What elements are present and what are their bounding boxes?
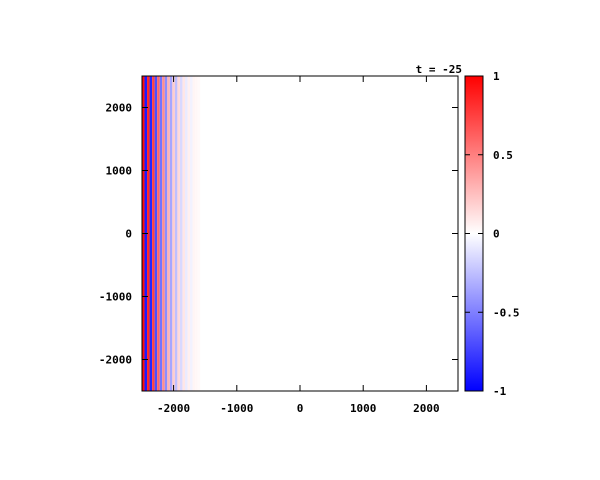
- axis-ticks: -2000 -1000 0 1000 2000 -2000 -1000 0 1000 2000: [99, 76, 458, 415]
- colorbar-tick-label: 1: [493, 70, 500, 83]
- x-tick-label: 1000: [350, 402, 377, 415]
- heatmap-stripe: [152, 76, 155, 391]
- heatmap-stripe: [192, 76, 196, 391]
- heatmap-stripe: [184, 76, 188, 391]
- heatmap-stripe: [172, 76, 175, 391]
- colorbar-tick-label: 0: [493, 228, 500, 241]
- colorbar-ticks: -1 -0.5 0 0.5 1: [465, 70, 520, 398]
- heatmap-stripe: [147, 76, 150, 391]
- x-tick-label: -1000: [220, 402, 253, 415]
- heatmap-stripe: [157, 76, 160, 391]
- heatmap-stripe: [174, 76, 178, 391]
- y-tick-label: 1000: [106, 165, 133, 178]
- heatmap-stripe: [164, 76, 168, 391]
- heatmap-stripes: [142, 76, 201, 391]
- chart-title: t = -25: [416, 63, 462, 76]
- heatmap-stripe: [187, 76, 191, 391]
- y-tick-label: -2000: [99, 354, 132, 367]
- heatmap-stripe: [197, 76, 201, 391]
- x-tick-label: 0: [297, 402, 304, 415]
- x-tick-label: -2000: [157, 402, 190, 415]
- y-tick-label: 2000: [106, 102, 133, 115]
- heatmap-stripe: [182, 76, 185, 391]
- heatmap-stripe: [162, 76, 165, 391]
- heatmap-stripe: [190, 76, 193, 391]
- x-tick-label: 2000: [413, 402, 440, 415]
- heatmap-stripe: [167, 76, 170, 391]
- heatmap-stripe: [195, 76, 198, 391]
- heatmap-stripe: [177, 76, 180, 391]
- heatmap-stripe: [179, 76, 183, 391]
- heatmap-stripe: [154, 76, 158, 391]
- heatmap-stripe: [149, 76, 153, 391]
- colorbar-tick-label: 0.5: [493, 149, 513, 162]
- colorbar-tick-label: -1: [493, 385, 507, 398]
- y-tick-label: -1000: [99, 291, 132, 304]
- colorbar-tick-label: -0.5: [493, 306, 520, 319]
- heatmap-stripe: [169, 76, 173, 391]
- y-tick-label: 0: [125, 228, 132, 241]
- heatmap-stripe: [159, 76, 163, 391]
